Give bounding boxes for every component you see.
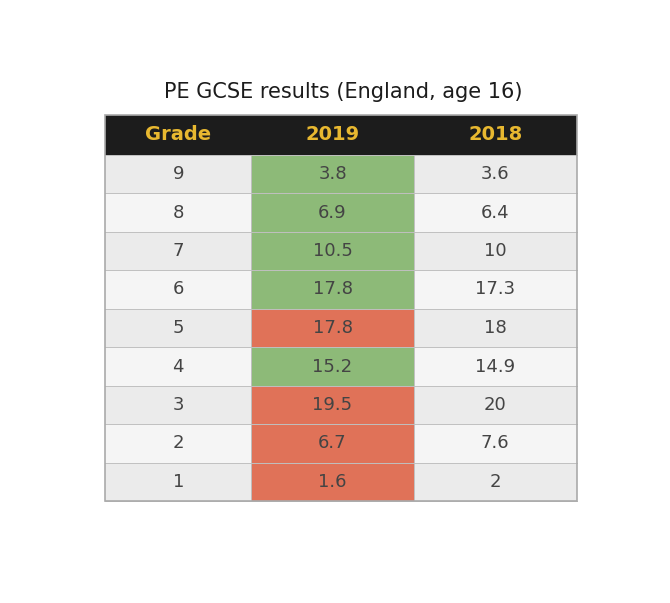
Text: 17.3: 17.3 [475, 280, 515, 298]
Text: 8: 8 [173, 203, 184, 221]
Text: 15.2: 15.2 [312, 358, 352, 376]
Text: 2: 2 [490, 473, 501, 491]
Bar [251, 155, 414, 193]
Bar [251, 425, 414, 463]
Bar [105, 386, 251, 425]
Text: Grade: Grade [145, 125, 211, 144]
Text: 9: 9 [173, 165, 184, 183]
Bar [414, 155, 577, 193]
Bar [105, 232, 251, 270]
Text: 17.8: 17.8 [312, 319, 352, 337]
Text: 4: 4 [173, 358, 184, 376]
Text: 2: 2 [173, 435, 184, 452]
Text: 5: 5 [173, 319, 184, 337]
Bar [414, 270, 577, 309]
Bar [414, 463, 577, 501]
Bar [414, 232, 577, 270]
Text: 1.6: 1.6 [318, 473, 347, 491]
Bar [105, 270, 251, 309]
Text: 2018: 2018 [468, 125, 523, 144]
Text: 20: 20 [484, 396, 507, 414]
Bar [105, 463, 251, 501]
Bar [105, 425, 251, 463]
Bar [251, 347, 414, 386]
Text: 3.6: 3.6 [481, 165, 510, 183]
Text: 17.8: 17.8 [312, 280, 352, 298]
Bar [414, 347, 577, 386]
Text: 3: 3 [173, 396, 184, 414]
Text: 10: 10 [484, 242, 507, 260]
Text: 7: 7 [173, 242, 184, 260]
Bar [414, 386, 577, 425]
Text: 18: 18 [484, 319, 507, 337]
Bar [414, 193, 577, 232]
Bar [251, 463, 414, 501]
Text: 2019: 2019 [306, 125, 360, 144]
Text: 19.5: 19.5 [312, 396, 352, 414]
Bar [105, 193, 251, 232]
Bar [251, 386, 414, 425]
Bar [251, 270, 414, 309]
Bar [414, 309, 577, 347]
Text: 6.4: 6.4 [481, 203, 510, 221]
Bar [251, 193, 414, 232]
Text: 3.8: 3.8 [318, 165, 347, 183]
Text: 7.6: 7.6 [481, 435, 510, 452]
Bar [251, 232, 414, 270]
Bar [105, 347, 251, 386]
Text: 1: 1 [173, 473, 184, 491]
Bar [251, 309, 414, 347]
Bar [105, 115, 577, 155]
Text: 6: 6 [173, 280, 184, 298]
Bar [105, 309, 251, 347]
Bar [105, 155, 251, 193]
Text: 14.9: 14.9 [475, 358, 515, 376]
Text: 6.7: 6.7 [318, 435, 347, 452]
Bar [414, 425, 577, 463]
Text: 6.9: 6.9 [318, 203, 347, 221]
Text: 10.5: 10.5 [313, 242, 352, 260]
Bar [105, 115, 577, 501]
Text: PE GCSE results (England, age 16): PE GCSE results (England, age 16) [164, 81, 523, 102]
